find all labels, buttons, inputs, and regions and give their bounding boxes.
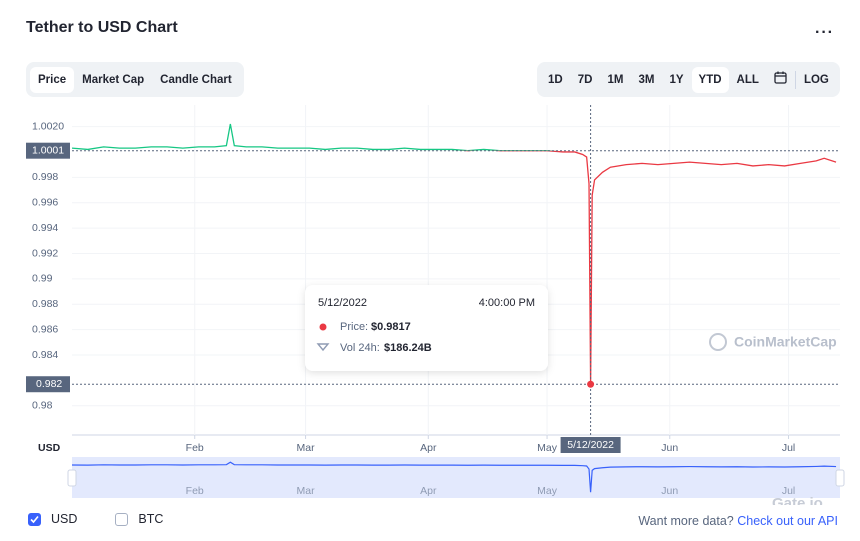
y-tick-label: 0.99	[32, 273, 53, 285]
y-tick-label: 0.98	[32, 400, 53, 412]
calendar-icon	[774, 71, 787, 84]
navigator-tick-label: Mar	[297, 485, 316, 497]
baseline-badge	[26, 142, 70, 159]
checkbox[interactable]	[28, 512, 41, 526]
tab[interactable]: Candle Chart	[160, 73, 232, 86]
option-label: USD	[51, 512, 78, 526]
y-tick-label: 0.996	[32, 197, 58, 209]
api-link[interactable]: Check out our API	[737, 514, 838, 528]
price-line	[72, 123, 556, 151]
range-button[interactable]: 1M	[607, 73, 624, 86]
navigator-line	[71, 461, 837, 493]
baseline-label: 1.0001	[32, 144, 64, 156]
tooltip-price-label: Price:	[340, 321, 368, 333]
separator	[794, 70, 796, 89]
crosshair-point	[587, 380, 595, 388]
range-button[interactable]: 7D	[577, 73, 593, 86]
tooltip-date: 5/12/2022	[318, 297, 367, 309]
calendar-button[interactable]	[767, 65, 794, 94]
y-tick-label: 0.984	[32, 349, 58, 361]
prompt-text: Want more data?	[638, 514, 734, 528]
navigator-tick-label: Feb	[186, 485, 204, 497]
tooltip-price-dot	[319, 323, 327, 331]
y-tick-label: 0.994	[32, 222, 58, 234]
tooltip-vol-icon	[316, 343, 330, 352]
x-tick-label: Feb	[186, 442, 204, 454]
navigator-handle[interactable]	[835, 469, 845, 487]
navigator	[72, 457, 840, 498]
range-button[interactable]: ALL	[736, 73, 759, 86]
tab[interactable]: Price	[30, 66, 75, 93]
tab[interactable]: Market Cap	[82, 73, 145, 86]
y-tick-label: 0.998	[32, 171, 58, 183]
tooltip-price: $0.9817	[371, 321, 411, 333]
watermark: CoinMarketCap	[709, 333, 837, 351]
title: Tether to USD Chart	[26, 19, 178, 36]
checkbox[interactable]	[115, 512, 129, 526]
navigator-tick-label: Jun	[661, 485, 678, 497]
x-tick-label: Jul	[782, 442, 795, 454]
log-button[interactable]: LOG	[803, 73, 829, 86]
logo: Gate.io	[772, 495, 823, 505]
y-tick-label: 0.992	[32, 247, 58, 259]
navigator-tick-label: May	[537, 485, 558, 497]
chart: 1.0020 0.998 0.996 0.994 0.992 0.99 0.988 0.986…	[26, 105, 845, 505]
more-menu[interactable]: ···	[815, 24, 834, 41]
option-label: BTC	[138, 512, 164, 526]
range-button[interactable]: 3M	[638, 73, 655, 86]
y-tick-label: 1.0020	[32, 120, 64, 132]
watermark-icon	[709, 333, 727, 351]
crosshair-y-label: 0.982	[36, 378, 62, 390]
tooltip-volume: $186.24B	[384, 342, 432, 354]
range-button[interactable]: 1D	[548, 73, 563, 86]
price-line	[459, 150, 837, 385]
tooltip-time: 4:00:00 PM	[479, 297, 535, 309]
x-tick-label: Jun	[661, 442, 678, 454]
x-tick-label: May	[537, 442, 558, 454]
currency-options: USD BTC	[28, 512, 163, 526]
tooltip-volume-label: Vol 24h:	[340, 342, 380, 354]
currency-label: USD	[38, 442, 61, 454]
navigator-tick-label: Apr	[420, 485, 437, 497]
range-button[interactable]: 1Y	[669, 73, 684, 86]
y-tick-label: 0.988	[32, 298, 58, 310]
crosshair-y-badge	[26, 376, 70, 393]
tooltip-box	[305, 285, 548, 371]
range-button[interactable]: YTD	[691, 66, 729, 93]
x-tick-label: Mar	[297, 442, 316, 454]
y-tick-label: 0.986	[32, 323, 58, 335]
watermark-text: CoinMarketCap	[734, 334, 837, 350]
crosshair-x-label: 5/12/2022	[567, 439, 614, 451]
navigator-tick-label: Jul	[782, 485, 795, 497]
tab-group: Price Market Cap Candle Chart	[26, 62, 244, 97]
tooltip: 5/12/2022 4:00:00 PM Price: $0.9817 Vol 24h:…	[305, 285, 548, 371]
crosshair-x-badge	[560, 437, 621, 453]
navigator-handle[interactable]	[67, 469, 77, 487]
x-tick-label: Apr	[420, 442, 437, 454]
api-prompt: Want more data? Check out our API	[638, 514, 838, 528]
range-group: 1D 7D 1M 3M 1Y YTD ALL LOG	[537, 62, 840, 97]
